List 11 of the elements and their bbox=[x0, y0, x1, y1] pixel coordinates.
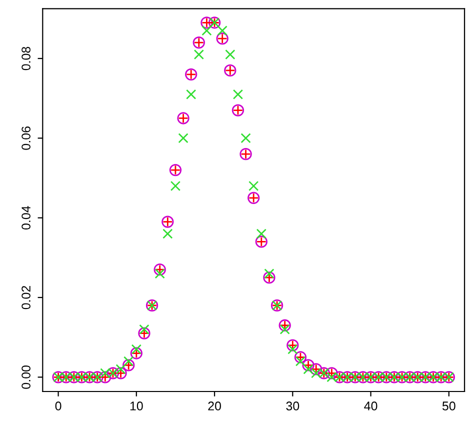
x-tick-label: 40 bbox=[364, 402, 378, 410]
x-tick-label: 50 bbox=[442, 402, 456, 410]
x-tick-label: 30 bbox=[286, 402, 300, 410]
y-tick-label: 0.06 bbox=[22, 126, 30, 150]
y-tick-label: 0.02 bbox=[22, 286, 30, 310]
y-tick-label: 0.00 bbox=[22, 365, 30, 389]
y-tick-label: 0.04 bbox=[22, 206, 30, 230]
x-tick-label: 0 bbox=[55, 402, 62, 410]
x-tick-label: 10 bbox=[130, 402, 143, 410]
x-tick-label: 20 bbox=[208, 402, 221, 410]
y-tick-label: 0.08 bbox=[22, 46, 30, 70]
